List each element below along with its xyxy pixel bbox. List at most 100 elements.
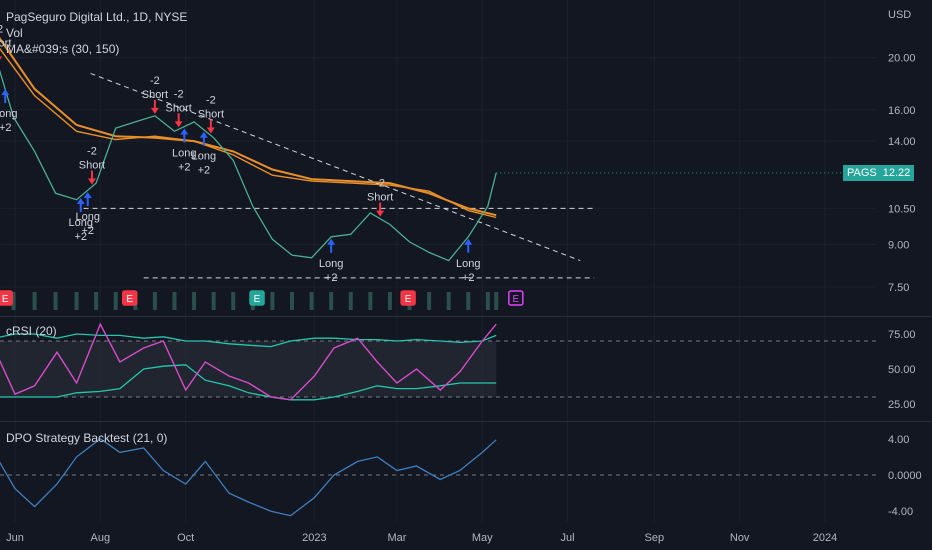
long-signal[interactable]: Long +2: [319, 238, 343, 284]
short-signal[interactable]: -2 Short: [198, 94, 224, 134]
volume-bar: [74, 292, 79, 310]
volume-legend[interactable]: Vol: [6, 26, 23, 40]
volume-bar: [348, 292, 353, 310]
x-tick-label: Aug: [91, 532, 111, 544]
earnings-icon: [508, 290, 524, 306]
long-signal[interactable]: Long +2: [456, 238, 481, 284]
signal-label: -2: [375, 178, 385, 190]
crsi-tick-label: 50.00: [888, 364, 916, 376]
signal-label: Short: [198, 108, 224, 120]
crsi-line[interactable]: [0, 322, 497, 401]
volume-bar: [192, 292, 197, 310]
short-signal[interactable]: -2 Short: [367, 178, 393, 217]
signal-label: Short: [367, 192, 393, 204]
signal-label: Long: [76, 211, 100, 223]
signal-label: -2: [174, 88, 184, 100]
earnings-marker[interactable]: E: [400, 290, 416, 306]
earnings-icon: [121, 290, 138, 306]
long-signal[interactable]: Long+2: [192, 131, 216, 177]
x-tick-label: Oct: [177, 532, 194, 544]
x-tick-label: May: [472, 532, 493, 544]
signal-label: Short: [166, 102, 192, 114]
last-price-tag: PAGS 12.22: [843, 165, 915, 181]
crsi-tick-label: 25.00: [888, 399, 916, 411]
short-signal[interactable]: -2 Short: [142, 75, 168, 114]
long-signal[interactable]: Long +2: [172, 128, 197, 174]
signal-label: +2: [462, 272, 475, 284]
ma-fast-line[interactable]: [0, 41, 497, 219]
volume-bar: [152, 292, 157, 310]
long-signal[interactable]: Long+2: [0, 89, 17, 134]
long-signal[interactable]: Long+2: [76, 192, 100, 237]
earnings-marker[interactable]: E: [249, 290, 265, 306]
chart-title[interactable]: PagSeguro Digital Ltd., 1D, NYSE: [6, 10, 188, 24]
volume-bar: [231, 292, 236, 310]
axes-layer: Jun Aug Oct 2023 Mar May Jul Sep Nov 2024 USD 20.00…: [6, 9, 922, 544]
price-line[interactable]: [0, 52, 497, 262]
x-tick-label: Sep: [645, 532, 665, 544]
pane-separator: [0, 316, 932, 317]
price-tick-label: 14.00: [888, 136, 916, 148]
x-tick-label: Mar: [387, 532, 406, 544]
x-tick-label: 2024: [813, 532, 837, 544]
earnings-letter: E: [405, 294, 412, 305]
dpo-tick-label: 4.00: [888, 434, 909, 446]
dpo-pane[interactable]: [0, 437, 876, 517]
short-arrow-icon: [0, 56, 3, 60]
x-tick-label: Jun: [6, 532, 24, 544]
x-tick-label: Nov: [730, 532, 750, 544]
price-pane[interactable]: -2ShortLong+2-2ShortLong+2Long+2-2Short-…: [0, 23, 843, 310]
short-signal[interactable]: -2 Short: [166, 88, 192, 128]
volume-bar: [368, 292, 373, 310]
crsi-lower-band[interactable]: [0, 364, 497, 401]
earnings-marker[interactable]: E: [121, 290, 138, 306]
signal-label: Short: [0, 37, 11, 49]
volume-bar: [11, 292, 16, 310]
dpo-legend[interactable]: DPO Strategy Backtest (21, 0): [6, 431, 168, 445]
volume-bar: [53, 292, 58, 310]
crsi-pane[interactable]: [0, 322, 876, 401]
signal-label: +2: [178, 162, 191, 174]
earnings-letter: E: [126, 294, 133, 305]
dpo-tick-label: 0.0000: [888, 470, 922, 482]
ma-legend[interactable]: MA&#039;s (30, 150): [6, 42, 120, 56]
long-signal[interactable]: Long+2: [69, 198, 93, 243]
volume-bar: [309, 292, 314, 310]
earnings-marker[interactable]: E: [508, 290, 524, 306]
signal-label: -2: [87, 146, 97, 158]
earnings-marker[interactable]: E: [0, 290, 13, 306]
long-arrow-icon: [83, 192, 92, 207]
price-tick-label: 16.00: [888, 105, 916, 117]
volume-bar: [172, 292, 177, 310]
ma-slow-line[interactable]: [0, 30, 497, 217]
signal-label: Long: [456, 258, 480, 270]
long-arrow-icon: [180, 128, 189, 143]
x-tick-label: Jul: [561, 532, 575, 544]
short-signal[interactable]: -2 Short: [0, 23, 11, 62]
pane-separator: [0, 421, 932, 422]
dpo-line[interactable]: [0, 437, 497, 517]
signal-label: -2: [206, 94, 216, 106]
volume-bar: [32, 292, 37, 310]
volume-bar: [94, 292, 99, 310]
crsi-tick-label: 75.00: [888, 329, 916, 341]
signal-label: +2: [0, 122, 11, 134]
signal-label: Long: [319, 258, 343, 270]
short-signal[interactable]: -2 Short: [79, 146, 105, 185]
crsi-legend[interactable]: cRSI (20): [6, 324, 57, 338]
volume-bar: [494, 292, 499, 310]
short-arrow-icon: [150, 99, 159, 114]
earnings-letter: E: [512, 294, 519, 305]
volume-bar: [446, 292, 451, 310]
price-tick-label: 9.00: [888, 239, 909, 251]
signal-label: Short: [142, 89, 168, 101]
volume-bar: [485, 292, 490, 310]
signal-label: +2: [325, 272, 338, 284]
volume-bar: [466, 292, 471, 310]
short-arrow-icon: [87, 170, 96, 185]
long-arrow-icon: [1, 89, 10, 104]
crsi-upper-band[interactable]: [0, 333, 497, 348]
trendline[interactable]: [90, 72, 581, 262]
signal-label: Long: [172, 148, 196, 160]
